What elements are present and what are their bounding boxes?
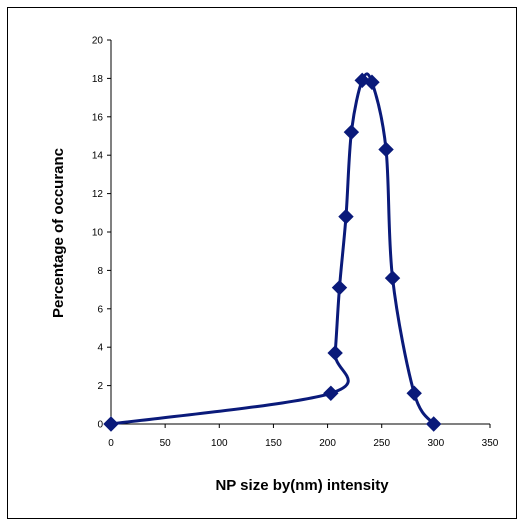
x-tick-label: 150 bbox=[265, 438, 282, 449]
data-point-marker bbox=[323, 385, 339, 401]
data-point-marker bbox=[338, 208, 354, 225]
y-tick-label: 12 bbox=[92, 189, 104, 200]
x-tick-label: 200 bbox=[319, 438, 336, 449]
data-point-marker bbox=[425, 416, 442, 432]
x-tick-label: 350 bbox=[482, 438, 499, 449]
data-point-marker bbox=[378, 141, 394, 158]
x-tick-label: 50 bbox=[160, 438, 172, 449]
data-point-marker bbox=[343, 124, 360, 140]
y-tick-label: 16 bbox=[92, 112, 104, 123]
y-tick-label: 2 bbox=[97, 381, 103, 392]
x-tick-label: 250 bbox=[373, 438, 390, 449]
data-point-marker bbox=[327, 345, 343, 361]
y-tick-label: 14 bbox=[92, 151, 104, 162]
y-tick-label: 0 bbox=[97, 420, 103, 431]
y-tick-label: 4 bbox=[97, 343, 103, 354]
data-point-marker bbox=[354, 72, 370, 89]
y-tick-label: 10 bbox=[92, 228, 104, 239]
x-tick-label: 300 bbox=[428, 438, 445, 449]
data-point-marker bbox=[331, 279, 348, 296]
series bbox=[103, 72, 442, 432]
y-tick-label: 20 bbox=[92, 36, 104, 47]
axes bbox=[110, 40, 490, 425]
series-line bbox=[110, 72, 435, 426]
y-axis-title: Percentage of occuranc bbox=[50, 148, 67, 318]
x-tick-label: 0 bbox=[108, 438, 114, 449]
chart-frame bbox=[7, 7, 517, 519]
data-point-marker bbox=[406, 385, 422, 401]
data-point-marker bbox=[384, 270, 401, 286]
y-tick-label: 6 bbox=[97, 304, 103, 315]
x-axis-title: NP size by(nm) intensity bbox=[215, 477, 389, 494]
y-tick-label: 18 bbox=[92, 74, 104, 85]
data-point-marker bbox=[364, 74, 380, 90]
data-point-marker bbox=[103, 416, 119, 432]
x-tick-label: 100 bbox=[211, 438, 228, 449]
y-tick-label: 8 bbox=[97, 266, 103, 277]
